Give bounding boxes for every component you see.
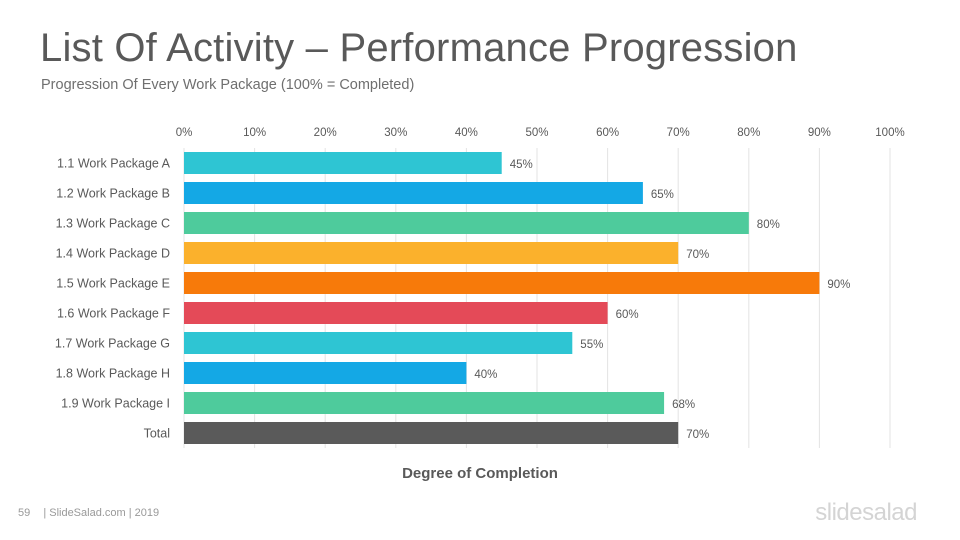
category-label: 1.1 Work Package A: [57, 157, 171, 171]
value-label: 60%: [616, 309, 639, 321]
value-label: 45%: [510, 159, 533, 171]
bars: [184, 152, 820, 444]
category-label: 1.4 Work Package D: [56, 247, 170, 261]
x-tick-label: 10%: [243, 127, 266, 139]
value-label: 55%: [580, 339, 603, 351]
category-label: 1.3 Work Package C: [56, 217, 170, 231]
footer-text: | SlideSalad.com | 2019: [43, 507, 160, 519]
category-label: 1.6 Work Package F: [57, 307, 170, 321]
bar: [184, 302, 608, 324]
x-tick-label: 50%: [525, 127, 548, 139]
bar: [184, 362, 467, 384]
category-label: Total: [144, 427, 170, 441]
slide-subtitle: Progression Of Every Work Package (100% …: [41, 77, 415, 93]
x-tick-label: 90%: [808, 127, 831, 139]
bar: [184, 182, 643, 204]
bar: [184, 212, 749, 234]
value-label: 70%: [686, 249, 709, 261]
value-label: 40%: [474, 369, 497, 381]
bar: [184, 392, 665, 414]
footer: 59 | SlideSalad.com | 2019: [18, 507, 169, 519]
slidesalad-logo: slidesalad: [815, 499, 917, 526]
value-label: 70%: [686, 429, 709, 441]
bar: [184, 332, 573, 354]
bar: [184, 422, 679, 444]
category-label: 1.5 Work Package E: [56, 277, 170, 291]
value-label: 90%: [827, 279, 850, 291]
labels: 0% 10% 20% 30% 40% 50% 60% 70% 80% 90% 100% 1.1 Wor…: [55, 127, 905, 441]
category-label: 1.8 Work Package H: [56, 367, 170, 381]
x-tick-label: 70%: [667, 127, 690, 139]
page-number: 59: [18, 507, 31, 519]
x-tick-label: 0%: [176, 127, 193, 139]
x-tick-label: 40%: [455, 127, 478, 139]
bar: [184, 272, 820, 294]
slide-title: List Of Activity – Performance Progressi…: [40, 26, 798, 70]
bar: [184, 242, 679, 264]
category-label: 1.7 Work Package G: [55, 337, 170, 351]
x-tick-label: 100%: [875, 127, 904, 139]
value-label: 80%: [757, 219, 780, 231]
x-tick-label: 30%: [384, 127, 407, 139]
category-label: 1.2 Work Package B: [56, 187, 170, 201]
bar: [184, 152, 502, 174]
category-label: 1.9 Work Package I: [61, 397, 170, 411]
x-tick-label: 20%: [314, 127, 337, 139]
value-label: 65%: [651, 189, 674, 201]
value-label: 68%: [672, 399, 695, 411]
x-tick-label: 80%: [737, 127, 760, 139]
x-axis-title: Degree of Completion: [402, 465, 558, 482]
x-tick-label: 60%: [596, 127, 619, 139]
